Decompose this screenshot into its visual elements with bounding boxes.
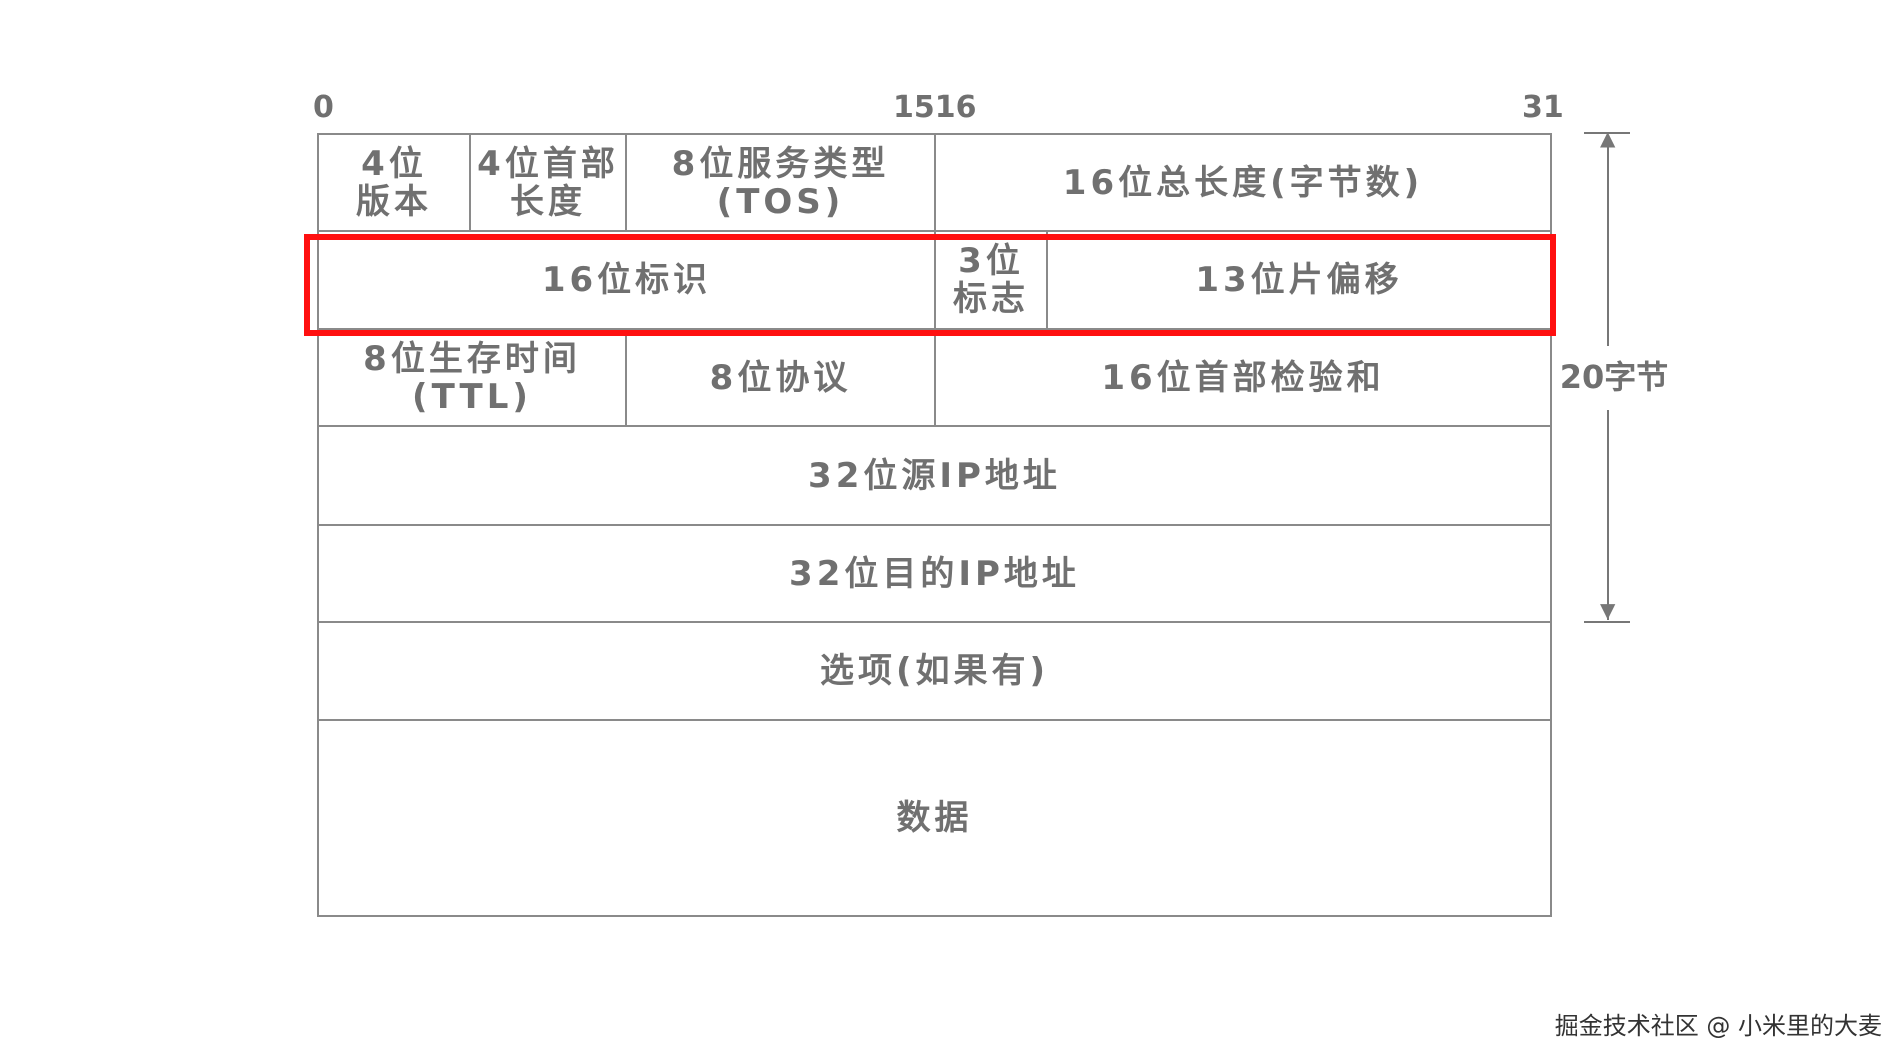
size-bottom-tick — [1584, 621, 1630, 623]
highlight-box — [304, 234, 1556, 336]
field-header-length: 4位首部 长度 — [469, 133, 627, 232]
field-destination-ip: 32位目的IP地址 — [317, 524, 1552, 623]
field-data: 数据 — [317, 719, 1552, 917]
field-total-length: 16位总长度(字节数) — [934, 133, 1552, 232]
arrow-up-icon: ▲ — [1600, 126, 1616, 150]
size-arrow-line-bottom — [1607, 410, 1609, 620]
field-version: 4位 版本 — [317, 133, 471, 232]
bit-label-31: 31 — [1522, 90, 1564, 125]
field-flags: 3位 标志 — [934, 230, 1048, 330]
field-options: 选项(如果有) — [317, 621, 1552, 721]
bit-label-0: 0 — [313, 90, 334, 125]
field-checksum: 16位首部检验和 — [934, 328, 1552, 427]
arrow-down-icon: ▼ — [1600, 598, 1616, 622]
bit-label-15-16: 1516 — [893, 90, 977, 125]
size-top-tick — [1584, 132, 1630, 134]
watermark: 掘金技术社区 @ 小米里的大麦 — [1554, 1012, 1882, 1040]
field-ttl: 8位生存时间 (TTL) — [317, 328, 627, 427]
size-arrow-line-top — [1607, 136, 1609, 346]
field-source-ip: 32位源IP地址 — [317, 425, 1552, 526]
field-protocol: 8位协议 — [625, 328, 936, 427]
header-size-label: 20字节 — [1559, 358, 1669, 396]
field-tos: 8位服务类型 (TOS) — [625, 133, 936, 232]
